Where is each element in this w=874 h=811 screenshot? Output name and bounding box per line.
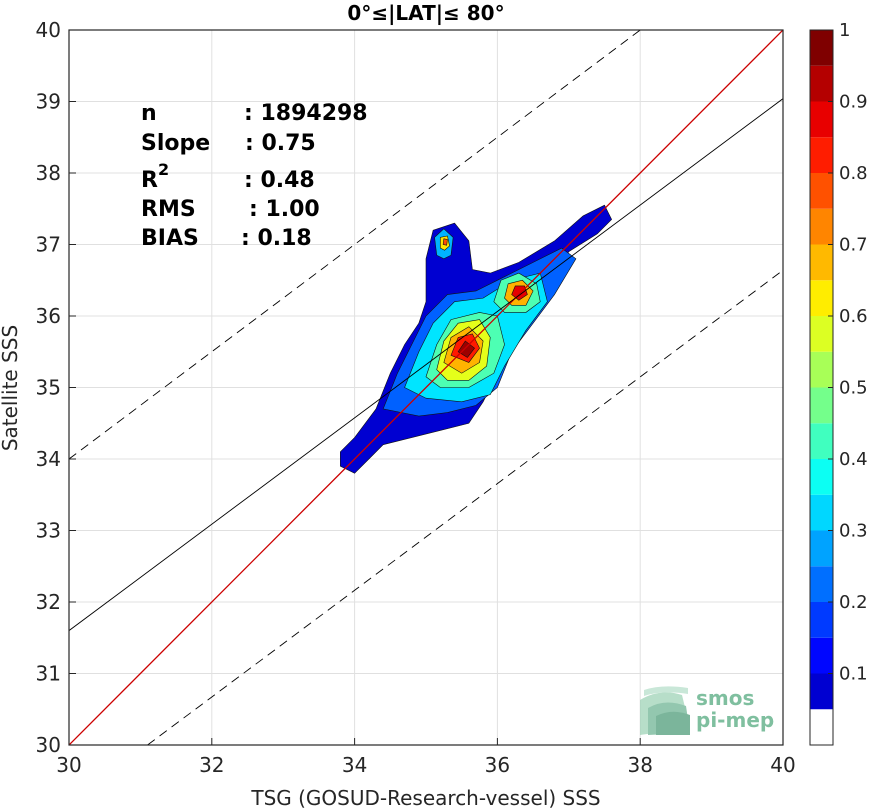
smos-pi-mep-logo: smos pi-mep: [640, 686, 774, 735]
line-lower_bound: [147, 269, 783, 745]
line-regression: [69, 98, 783, 631]
y-tick-label: 39: [36, 90, 61, 114]
y-axis-ticks: 30 31 32 33 34 35 36 37 38 39 40: [36, 18, 76, 757]
colorbar-level: [810, 530, 833, 567]
colorbar-level: [810, 459, 833, 495]
stat-r2-base: R: [141, 168, 158, 193]
stat-n-label: n: [141, 101, 157, 126]
y-tick-label: 37: [36, 233, 61, 257]
colorbar-tick-label: 0.5: [839, 378, 868, 399]
stat-r2-sup: 2: [158, 160, 169, 179]
colorbar-level: [810, 65, 833, 102]
colorbar-level: [810, 387, 833, 424]
y-tick-label: 31: [36, 662, 61, 686]
stats-box: n : 1894298 Slope : 0.75 R2 : 0.48 RMS :…: [141, 101, 368, 251]
colorbar-tick-label: 0.7: [839, 235, 868, 256]
y-tick-label: 33: [36, 519, 61, 543]
colorbar-level: [810, 423, 833, 459]
x-tick-label: 36: [485, 753, 510, 777]
colorbar-level: [810, 137, 833, 173]
x-tick-label: 38: [627, 753, 652, 777]
x-tick-label: 34: [342, 753, 367, 777]
stat-bias-label: BIAS: [141, 226, 199, 251]
colorbar-level: [810, 494, 833, 531]
line-identity: [69, 30, 783, 745]
colorbar-tick-label: 0.2: [839, 592, 868, 613]
stat-n-value: : 1894298: [244, 101, 368, 126]
stat-rms-value: : 1.00: [249, 197, 320, 222]
stat-r2-value: : 0.48: [244, 168, 315, 193]
colorbar-tick-label: 0.3: [839, 521, 868, 542]
colorbar: [810, 30, 833, 745]
colorbar-tick-label: 1: [839, 20, 850, 41]
stat-slope-value: : 0.75: [245, 131, 316, 156]
colorbar-level: [810, 351, 833, 388]
stat-r2-label: R2: [141, 160, 169, 193]
x-axis-label: TSG (GOSUD-Research-vessel) SSS: [250, 786, 600, 810]
colorbar-level: [810, 637, 833, 674]
y-tick-label: 32: [36, 590, 61, 614]
logo-waves-icon: [640, 686, 690, 735]
colorbar-tick-label: 0.1: [839, 664, 868, 685]
x-axis-ticks: 30 32 34 36 38 40: [56, 738, 796, 777]
contour-band-8: [457, 340, 475, 358]
colorbar-level: [810, 244, 833, 281]
colorbar-level: [810, 208, 833, 245]
x-tick-label: 40: [770, 753, 795, 777]
colorbar-tick-label: 0.6: [839, 306, 868, 327]
logo-line1: smos: [696, 686, 754, 710]
stat-slope-label: Slope: [141, 131, 210, 156]
colorbar-tick-label: 0.4: [839, 449, 868, 470]
y-tick-label: 34: [36, 447, 61, 471]
colorbar-ticks: 0.1 0.2 0.3 0.4 0.5 0.6 0.7 0.8 0.9 1: [828, 20, 868, 685]
y-tick-label: 35: [36, 376, 61, 400]
logo-line2: pi-mep: [696, 708, 774, 732]
y-tick-label: 40: [36, 18, 61, 42]
colorbar-level: [810, 280, 833, 316]
y-axis-label: Satellite SSS: [0, 325, 22, 451]
colorbar-level: [810, 709, 833, 745]
stat-bias-value: : 0.18: [241, 226, 312, 251]
colorbar-level: [810, 673, 833, 710]
colorbar-level: [810, 316, 833, 352]
y-tick-label: 38: [36, 161, 61, 185]
x-tick-label: 30: [56, 753, 81, 777]
colorbar-level: [810, 566, 833, 602]
x-tick-label: 32: [199, 753, 224, 777]
chart-title: 0°≤|LAT|≤ 80°: [347, 1, 504, 25]
y-tick-label: 36: [36, 304, 61, 328]
colorbar-tick-label: 0.8: [839, 163, 868, 184]
colorbar-level: [810, 173, 833, 209]
colorbar-level: [810, 101, 833, 138]
y-tick-label: 30: [36, 733, 61, 757]
colorbar-level: [810, 602, 833, 638]
reference-lines: [69, 30, 783, 745]
stat-rms-label: RMS: [141, 197, 196, 222]
contour-peak3-3: [442, 238, 448, 246]
colorbar-level: [810, 30, 833, 66]
colorbar-tick-label: 0.9: [839, 92, 868, 113]
